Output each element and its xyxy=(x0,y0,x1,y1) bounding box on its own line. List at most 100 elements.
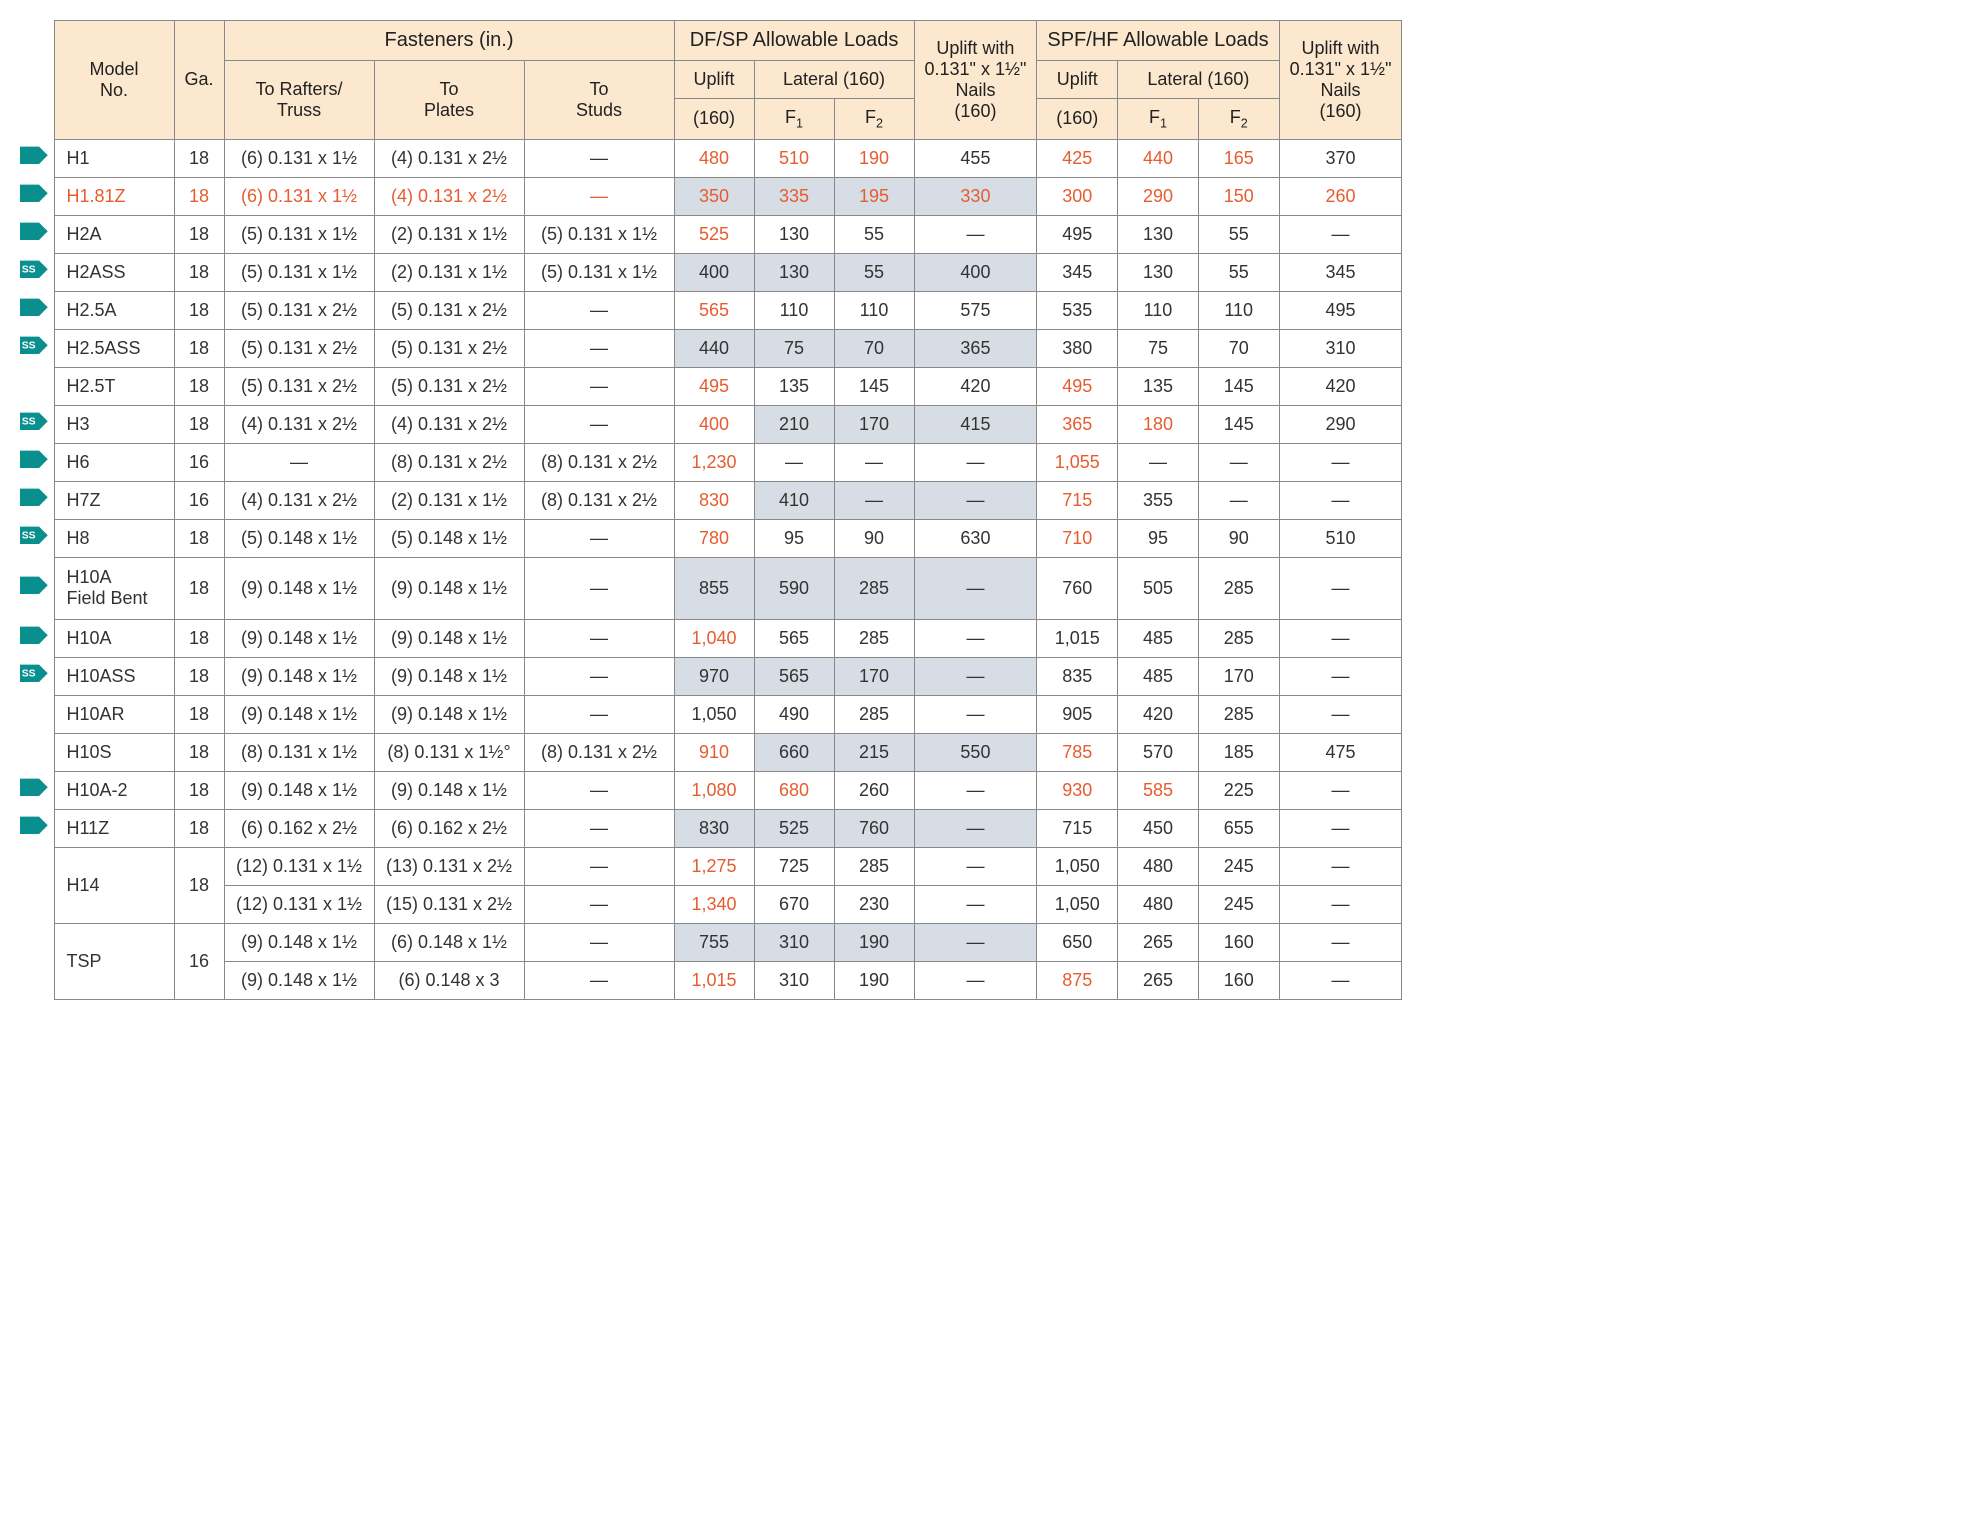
row-badge-cell xyxy=(20,215,54,253)
table-row: H2.5T18(5) 0.131 x 2½(5) 0.131 x 2½—4951… xyxy=(20,367,1402,405)
cell-rafters: (12) 0.131 x 1½ xyxy=(224,847,374,885)
cell-df_f1: 310 xyxy=(754,961,834,999)
cell-sp_f2: 90 xyxy=(1198,519,1279,557)
col-group-dfsp: DF/SP Allowable Loads xyxy=(674,21,914,61)
cell-studs: — xyxy=(524,329,674,367)
cell-model: H10S xyxy=(54,733,174,771)
cell-df_uplift: 780 xyxy=(674,519,754,557)
cell-sp_f1: 440 xyxy=(1118,139,1199,177)
cell-df_nails: — xyxy=(914,961,1037,999)
cell-ga: 18 xyxy=(174,291,224,329)
svg-text:SS: SS xyxy=(22,669,36,680)
tag-icon xyxy=(20,631,49,651)
cell-df_f2: 230 xyxy=(834,885,914,923)
cell-sp_uplift: 380 xyxy=(1037,329,1118,367)
cell-plates: (8) 0.131 x 1½° xyxy=(374,733,524,771)
cell-sp_uplift: 930 xyxy=(1037,771,1118,809)
cell-sp_f2: 70 xyxy=(1198,329,1279,367)
cell-sp_uplift: 650 xyxy=(1037,923,1118,961)
cell-df_f1: 510 xyxy=(754,139,834,177)
cell-sp_uplift: 495 xyxy=(1037,215,1118,253)
cell-ga: 18 xyxy=(174,809,224,847)
table-row: H2A18(5) 0.131 x 1½(2) 0.131 x 1½(5) 0.1… xyxy=(20,215,1402,253)
cell-df_f1: 335 xyxy=(754,177,834,215)
col-sp-uplift-sub: (160) xyxy=(1037,99,1118,140)
cell-plates: (15) 0.131 x 2½ xyxy=(374,885,524,923)
cell-plates: (4) 0.131 x 2½ xyxy=(374,405,524,443)
cell-rafters: (12) 0.131 x 1½ xyxy=(224,885,374,923)
cell-sp_nails: 475 xyxy=(1279,733,1402,771)
col-group-fasteners: Fasteners (in.) xyxy=(224,21,674,61)
tag-icon xyxy=(20,455,49,475)
cell-sp_f1: 570 xyxy=(1118,733,1199,771)
cell-sp_f2: 285 xyxy=(1198,695,1279,733)
ss-badge-icon: SS xyxy=(20,341,49,361)
row-badge-cell xyxy=(20,443,54,481)
row-badge-cell: SS xyxy=(20,253,54,291)
cell-sp_f1: 75 xyxy=(1118,329,1199,367)
col-uplift-nails-sp: Uplift with 0.131" x 1½" Nails (160) xyxy=(1279,21,1402,140)
tag-icon xyxy=(20,189,49,209)
cell-studs: — xyxy=(524,139,674,177)
cell-sp_nails: 345 xyxy=(1279,253,1402,291)
tag-icon xyxy=(20,227,49,247)
cell-plates: (2) 0.131 x 1½ xyxy=(374,481,524,519)
cell-sp_f1: 110 xyxy=(1118,291,1199,329)
cell-studs: — xyxy=(524,809,674,847)
cell-sp_f1: 485 xyxy=(1118,657,1199,695)
col-uplift-nails-df: Uplift with 0.131" x 1½" Nails (160) xyxy=(914,21,1037,140)
cell-studs: — xyxy=(524,657,674,695)
cell-df_nails: — xyxy=(914,809,1037,847)
cell-sp_f2: 145 xyxy=(1198,367,1279,405)
cell-sp_f1: 480 xyxy=(1118,847,1199,885)
cell-sp_f1: — xyxy=(1118,443,1199,481)
cell-rafters: (9) 0.148 x 1½ xyxy=(224,771,374,809)
row-badge-cell: SS xyxy=(20,329,54,367)
table-header: Model No. Ga. Fasteners (in.) DF/SP Allo… xyxy=(20,21,1402,140)
cell-sp_uplift: 905 xyxy=(1037,695,1118,733)
cell-model: H11Z xyxy=(54,809,174,847)
cell-sp_f2: 110 xyxy=(1198,291,1279,329)
cell-ga: 16 xyxy=(174,443,224,481)
cell-df_uplift: 1,015 xyxy=(674,961,754,999)
cell-ga: 18 xyxy=(174,733,224,771)
cell-sp_nails: 420 xyxy=(1279,367,1402,405)
cell-sp_nails: — xyxy=(1279,695,1402,733)
cell-sp_f1: 585 xyxy=(1118,771,1199,809)
cell-sp_uplift: 1,055 xyxy=(1037,443,1118,481)
cell-sp_f2: 245 xyxy=(1198,847,1279,885)
table-row: H10AR18(9) 0.148 x 1½(9) 0.148 x 1½—1,05… xyxy=(20,695,1402,733)
cell-plates: (6) 0.148 x 1½ xyxy=(374,923,524,961)
cell-sp_uplift: 535 xyxy=(1037,291,1118,329)
cell-rafters: (5) 0.131 x 1½ xyxy=(224,215,374,253)
cell-df_nails: — xyxy=(914,695,1037,733)
cell-sp_f1: 265 xyxy=(1118,923,1199,961)
cell-sp_f2: 150 xyxy=(1198,177,1279,215)
cell-sp_uplift: 875 xyxy=(1037,961,1118,999)
cell-studs: — xyxy=(524,961,674,999)
cell-df_f1: — xyxy=(754,443,834,481)
cell-rafters: (6) 0.131 x 1½ xyxy=(224,139,374,177)
cell-ga: 18 xyxy=(174,557,224,619)
cell-df_f1: 670 xyxy=(754,885,834,923)
cell-df_f1: 75 xyxy=(754,329,834,367)
table-row: H118(6) 0.131 x 1½(4) 0.131 x 2½—4805101… xyxy=(20,139,1402,177)
svg-text:SS: SS xyxy=(22,531,36,542)
cell-df_uplift: 830 xyxy=(674,481,754,519)
col-df-uplift-top: Uplift xyxy=(674,61,754,99)
cell-df_f2: 195 xyxy=(834,177,914,215)
cell-studs: (8) 0.131 x 2½ xyxy=(524,443,674,481)
col-df-uplift-sub: (160) xyxy=(674,99,754,140)
cell-studs: (5) 0.131 x 1½ xyxy=(524,253,674,291)
col-sp-uplift-top: Uplift xyxy=(1037,61,1118,99)
row-badge-cell xyxy=(20,177,54,215)
ss-badge-icon: SS xyxy=(20,669,49,689)
cell-studs: — xyxy=(524,291,674,329)
cell-sp_f2: 160 xyxy=(1198,923,1279,961)
cell-df_f1: 660 xyxy=(754,733,834,771)
cell-ga: 18 xyxy=(174,253,224,291)
table-row: H11Z18(6) 0.162 x 2½(6) 0.162 x 2½—83052… xyxy=(20,809,1402,847)
cell-sp_f1: 355 xyxy=(1118,481,1199,519)
cell-model: H2ASS xyxy=(54,253,174,291)
col-df-lateral: Lateral (160) xyxy=(754,61,914,99)
